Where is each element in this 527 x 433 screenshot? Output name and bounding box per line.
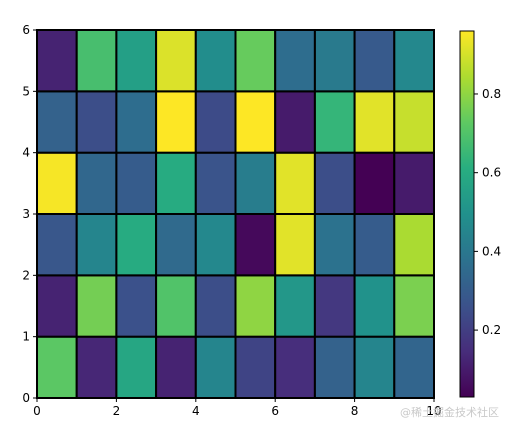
heatmap-cell [75, 213, 118, 277]
heatmap-cell [155, 90, 197, 154]
heatmap-cell [36, 90, 78, 154]
heatmap-cell [75, 29, 118, 93]
heatmap-cell [313, 151, 356, 216]
heatmap-cell [36, 274, 78, 338]
heatmap-cell [313, 335, 356, 399]
colorbar: 0.2 0.4 0.6 0.8 [459, 30, 501, 398]
heatmap-cell [115, 90, 158, 154]
watermark-text: @稀土掘金技术社区 [400, 406, 499, 419]
heatmap-cell [393, 213, 435, 277]
heatmap-cell [36, 29, 78, 93]
heatmap-cell [393, 335, 435, 399]
heatmap-cell [274, 274, 316, 338]
y-tick-label: 4 [22, 146, 30, 160]
heatmap-cell [36, 151, 78, 216]
heatmap-cell [353, 29, 396, 93]
colorbar-ticks: 0.2 0.4 0.6 0.8 [474, 87, 501, 337]
heatmap-cell [194, 335, 237, 399]
colorbar-tick-label: 0.6 [482, 166, 501, 180]
colorbar-tick-label: 0.4 [482, 244, 501, 258]
y-tick-label: 2 [22, 268, 30, 282]
heatmap-cell [353, 274, 396, 338]
heatmap-cell [234, 151, 277, 216]
heatmap-cell [194, 274, 237, 338]
heatmap-cell [155, 151, 197, 216]
heatmap-cell [274, 335, 316, 399]
heatmap-cell [313, 274, 356, 338]
heatmap-cell [393, 90, 435, 154]
y-tick-label: 1 [22, 330, 30, 344]
heatmap-cells [36, 29, 435, 399]
heatmap-cell [274, 213, 316, 277]
heatmap-cell [75, 274, 118, 338]
heatmap-cell [353, 90, 396, 154]
x-tick-label: 8 [351, 404, 359, 418]
heatmap-cell [234, 335, 277, 399]
heatmap-cell [353, 151, 396, 216]
heatmap-cell [393, 274, 435, 338]
heatmap-cell [234, 274, 277, 338]
heatmap-cell [194, 29, 237, 93]
x-tick-label: 4 [192, 404, 200, 418]
colorbar-tick-label: 0.8 [482, 87, 501, 101]
colorbar-tick-label: 0.2 [482, 323, 501, 337]
y-axis: 0 1 2 3 4 5 6 [22, 23, 37, 405]
x-tick-label: 10 [426, 404, 441, 418]
x-axis: 0 2 4 6 8 10 [33, 398, 442, 418]
heatmap-cell [393, 29, 435, 93]
x-tick-label: 6 [271, 404, 279, 418]
heatmap-cell [155, 335, 197, 399]
heatmap-cell [313, 29, 356, 93]
heatmap-cell [155, 274, 197, 338]
x-tick-label: 0 [33, 404, 41, 418]
y-tick-label: 5 [22, 84, 30, 98]
y-tick-label: 0 [22, 391, 30, 405]
heatmap-cell [194, 213, 237, 277]
colorbar-gradient [459, 30, 475, 398]
heatmap-cell [274, 151, 316, 216]
heatmap-cell [75, 90, 118, 154]
heatmap-cell [36, 213, 78, 277]
heatmap-cell [115, 151, 158, 216]
heatmap-cell [75, 151, 118, 216]
heatmap-cell [155, 29, 197, 93]
heatmap-cell [234, 213, 277, 277]
heatmap-cell [353, 213, 396, 277]
heatmap-cell [393, 151, 435, 216]
heatmap-cell [313, 213, 356, 277]
x-tick-label: 2 [113, 404, 121, 418]
heatmap-cell [194, 90, 237, 154]
heatmap-cell [155, 213, 197, 277]
heatmap-cell [234, 29, 277, 93]
heatmap-cell [75, 335, 118, 399]
heatmap-cell [274, 29, 316, 93]
heatmap-cell [274, 90, 316, 154]
heatmap-cell [194, 151, 237, 216]
y-tick-label: 6 [22, 23, 30, 37]
heatmap-cell [115, 274, 158, 338]
heatmap-cell [36, 335, 78, 399]
y-tick-label: 3 [22, 207, 30, 221]
heatmap-cell [115, 29, 158, 93]
heatmap-cell [115, 335, 158, 399]
heatmap-cell [313, 90, 356, 154]
heatmap-cell [234, 90, 277, 154]
heatmap-cell [353, 335, 396, 399]
heatmap-cell [115, 213, 158, 277]
